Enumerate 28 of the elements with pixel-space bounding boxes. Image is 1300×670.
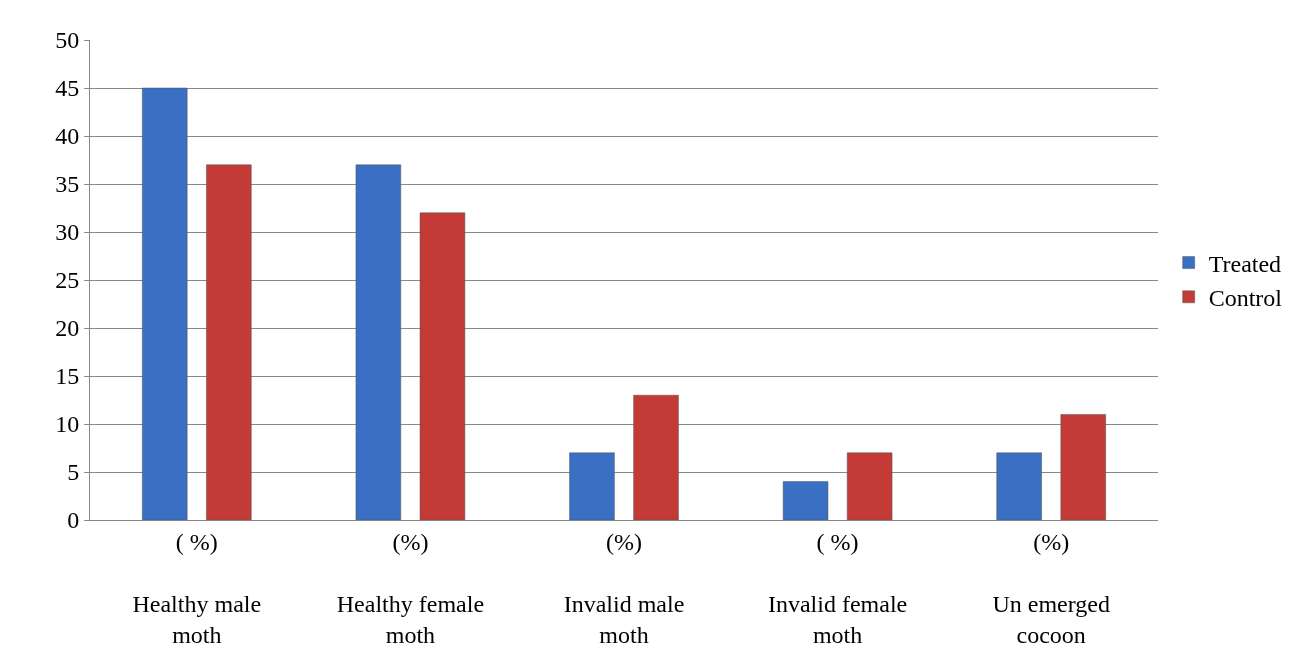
y-tick-label: 5 <box>67 459 80 486</box>
y-tick-label: 30 <box>55 219 80 246</box>
category-label: ( %) Invalid female moth <box>767 528 908 649</box>
bar <box>996 452 1042 520</box>
bar <box>633 394 679 520</box>
bar <box>569 452 615 520</box>
y-tick-label: 25 <box>55 267 80 294</box>
y-tick-label: 45 <box>55 75 80 102</box>
bar <box>1060 414 1106 520</box>
y-tick-label: 35 <box>55 171 80 198</box>
bar <box>846 452 893 520</box>
bar <box>206 164 252 520</box>
y-tick-label: 50 <box>55 27 80 54</box>
y-tick-label: 0 <box>67 507 80 534</box>
legend-label: Control <box>1208 285 1283 312</box>
category-label: (%) Healthy female moth <box>336 528 485 649</box>
bar <box>355 164 402 520</box>
bar <box>142 87 188 520</box>
y-tick-label: 15 <box>55 363 80 390</box>
legend-label: Treated <box>1208 250 1282 277</box>
bar <box>419 212 466 520</box>
y-tick-label: 20 <box>55 315 80 342</box>
y-tick-label: 40 <box>55 123 80 150</box>
category-label: (%) Un emerged cocoon <box>992 528 1110 649</box>
y-tick-label: 10 <box>55 411 80 438</box>
category-label: (%) Invalid male moth <box>563 528 685 649</box>
bar <box>782 481 829 520</box>
category-label: ( %) Healthy male moth <box>132 528 262 649</box>
